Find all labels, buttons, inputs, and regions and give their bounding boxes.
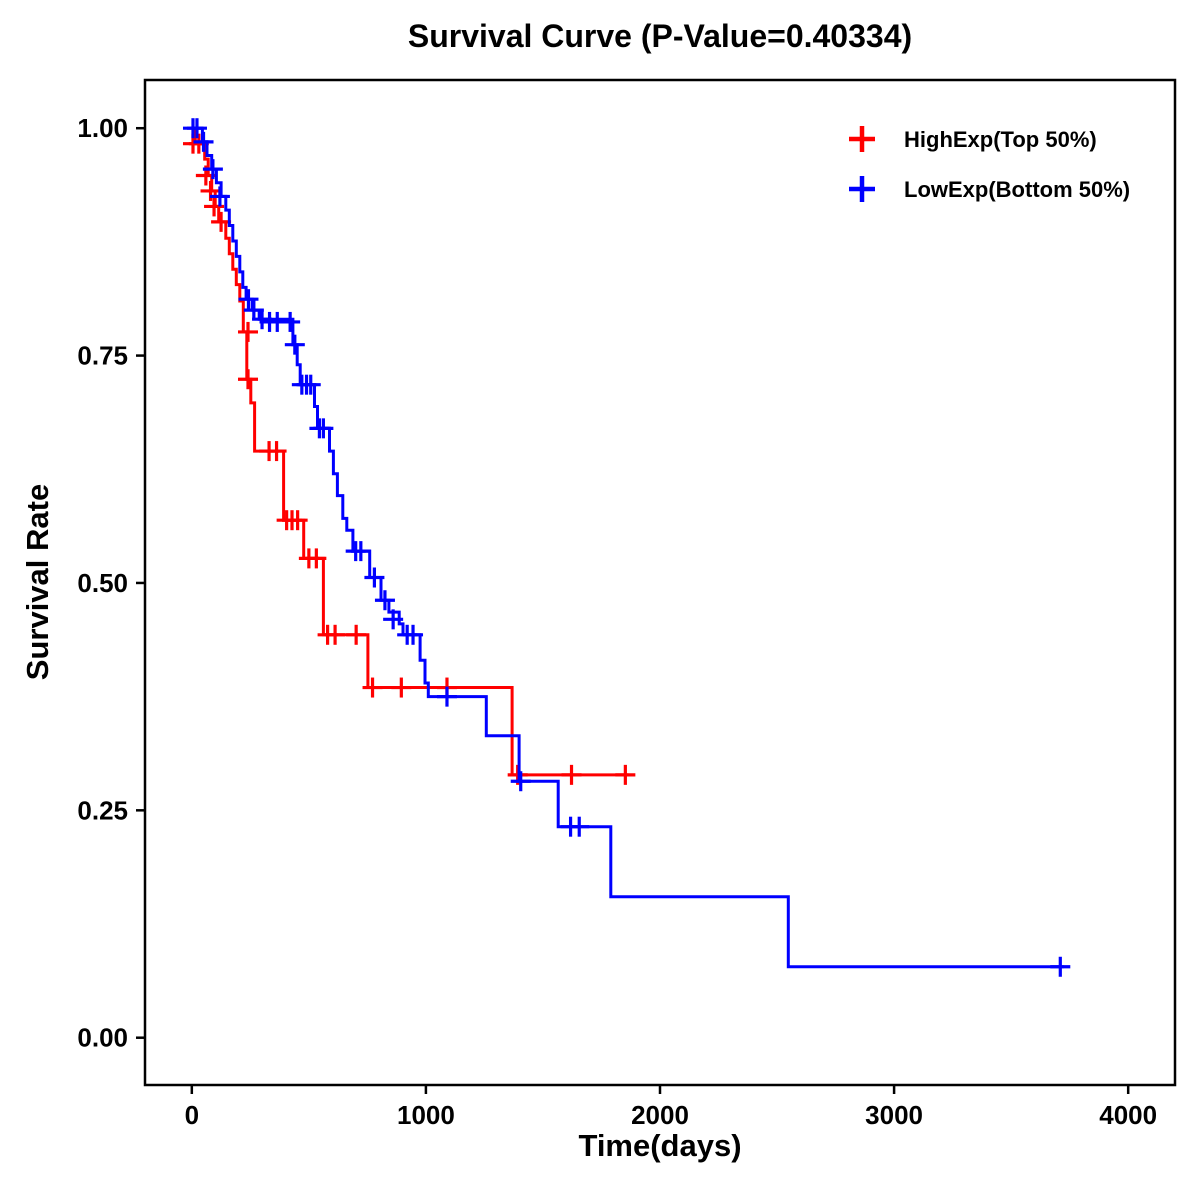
plot-border bbox=[143, 78, 1177, 1087]
x-tick-label: 0 bbox=[185, 1100, 199, 1130]
legend: HighExp(Top 50%) LowExp(Bottom 50%) bbox=[849, 126, 1130, 202]
legend-label: LowExp(Bottom 50%) bbox=[904, 177, 1130, 202]
survival-step-line bbox=[191, 126, 1064, 969]
y-tick-label: 0.75 bbox=[77, 341, 128, 371]
y-tick-label: 1.00 bbox=[77, 113, 128, 143]
x-axis-label: Time(days) bbox=[578, 1128, 742, 1163]
y-tick-label: 0.00 bbox=[77, 1023, 128, 1053]
x-tick-label: 1000 bbox=[397, 1100, 455, 1130]
survival-step-line bbox=[191, 126, 629, 777]
x-tick-label: 2000 bbox=[631, 1100, 689, 1130]
legend-label: HighExp(Top 50%) bbox=[904, 127, 1097, 152]
x-tick-label: 3000 bbox=[865, 1100, 923, 1130]
series-lowexp bbox=[182, 118, 1071, 977]
series-highexp bbox=[182, 126, 636, 785]
chart-title: Survival Curve (P-Value=0.40334) bbox=[407, 18, 913, 54]
x-tick-label: 4000 bbox=[1099, 1100, 1157, 1130]
y-tick-label: 0.50 bbox=[77, 568, 128, 598]
y-tick-label: 0.25 bbox=[77, 795, 128, 825]
